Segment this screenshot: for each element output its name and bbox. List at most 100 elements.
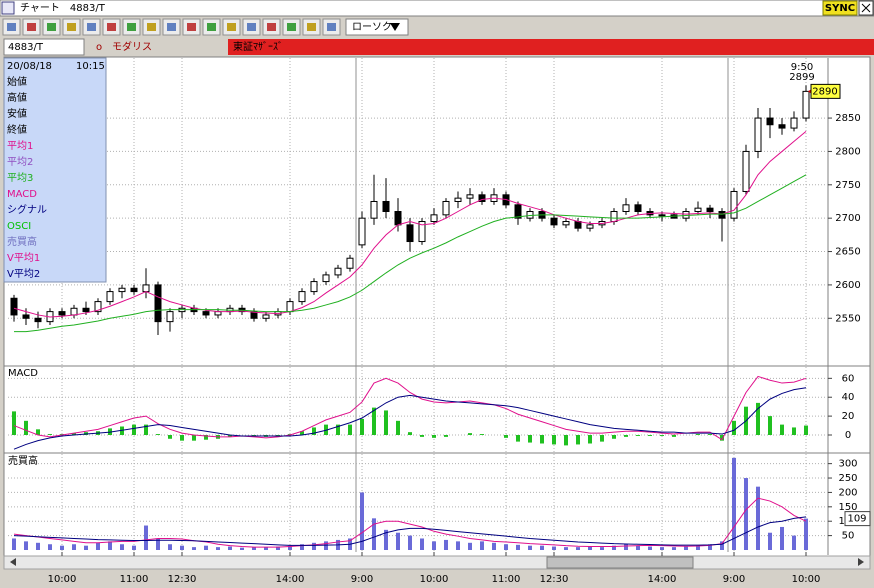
volume-bar bbox=[312, 542, 316, 550]
volume-bar bbox=[648, 546, 652, 550]
toolbar-icon[interactable] bbox=[47, 23, 56, 31]
volume-bar bbox=[708, 544, 712, 550]
x-tick-label: 9:00 bbox=[723, 574, 745, 585]
x-tick-label: 12:30 bbox=[168, 574, 197, 585]
osci-bar bbox=[36, 429, 40, 435]
osci-bar bbox=[768, 416, 772, 435]
osci-bar bbox=[348, 424, 352, 435]
volume-bar bbox=[48, 544, 52, 550]
osci-bar bbox=[516, 435, 520, 442]
panel-title: 売買高 bbox=[8, 454, 38, 467]
volume-bar bbox=[108, 541, 112, 550]
volume-bar bbox=[540, 545, 544, 550]
volume-bar bbox=[516, 544, 520, 550]
toolbar-icon[interactable] bbox=[207, 23, 216, 31]
osci-bar bbox=[228, 435, 232, 437]
x-tick-label: 12:30 bbox=[540, 574, 569, 585]
volume-bar bbox=[120, 544, 124, 550]
info-item: 始値 bbox=[7, 75, 27, 88]
y-tick-label: 2800 bbox=[835, 146, 860, 157]
candle-body bbox=[70, 307, 78, 316]
osci-bar bbox=[696, 434, 700, 435]
candle-body bbox=[454, 197, 462, 202]
stock-name: モダリス bbox=[112, 40, 152, 53]
candle-body bbox=[58, 311, 66, 316]
volume-bar bbox=[612, 545, 616, 550]
candle-body bbox=[514, 204, 522, 219]
candle-body bbox=[250, 311, 258, 319]
y-tick-label: 2600 bbox=[835, 280, 860, 291]
osci-bar bbox=[600, 435, 604, 442]
osci-bar bbox=[168, 435, 172, 439]
chart-style-label[interactable]: ローソク bbox=[352, 21, 392, 33]
x-tick-label: 9:00 bbox=[351, 574, 373, 585]
title-bar bbox=[0, 0, 874, 17]
volume-bar bbox=[528, 545, 532, 550]
osci-bar bbox=[156, 434, 160, 435]
close-icon[interactable] bbox=[861, 3, 871, 13]
toolbar-icon[interactable] bbox=[7, 23, 16, 31]
sync-label[interactable]: SYNC bbox=[825, 3, 855, 14]
y-tick-label: 50 bbox=[842, 531, 855, 542]
candle-body bbox=[34, 317, 42, 323]
toolbar-icon[interactable] bbox=[167, 23, 176, 31]
volume-bar bbox=[432, 541, 436, 550]
panel-title: MACD bbox=[8, 368, 38, 379]
toolbar-icon[interactable] bbox=[127, 23, 136, 31]
osci-bar bbox=[192, 435, 196, 441]
volume-bar bbox=[324, 541, 328, 550]
candle-body bbox=[406, 224, 414, 243]
candle-body bbox=[418, 221, 426, 243]
code-input[interactable] bbox=[3, 38, 85, 56]
candle-body bbox=[730, 190, 738, 219]
volume-bar bbox=[132, 545, 136, 550]
candle-body bbox=[442, 200, 450, 216]
volume-bar bbox=[360, 492, 364, 550]
volume-bar bbox=[756, 486, 760, 550]
volume-bar bbox=[552, 546, 556, 550]
toolbar-icon[interactable] bbox=[27, 23, 36, 31]
volume-bar bbox=[384, 529, 388, 550]
y-tick-label: 2550 bbox=[835, 313, 860, 324]
toolbar-icon[interactable] bbox=[227, 23, 236, 31]
candle-body bbox=[526, 211, 534, 219]
candle-body bbox=[802, 90, 810, 119]
toolbar-icon[interactable] bbox=[247, 23, 256, 31]
osci-bar bbox=[24, 420, 28, 435]
candle-body bbox=[334, 267, 342, 276]
window-icon bbox=[1, 1, 15, 15]
candle-body bbox=[154, 284, 162, 323]
osci-bar bbox=[564, 435, 568, 446]
candle-body bbox=[574, 221, 582, 229]
sync-button[interactable] bbox=[822, 0, 858, 16]
y-tick-label: 2750 bbox=[835, 180, 860, 191]
toolbar-icon[interactable] bbox=[287, 23, 296, 31]
series-line bbox=[13, 387, 807, 450]
x-tick-label: 11:00 bbox=[492, 574, 521, 585]
toolbar-icon[interactable] bbox=[327, 23, 336, 31]
toolbar-icon[interactable] bbox=[267, 23, 276, 31]
candle-body bbox=[706, 207, 714, 212]
toolbar-icon[interactable] bbox=[307, 23, 316, 31]
toolbar-icon[interactable] bbox=[87, 23, 96, 31]
x-tick-label: 10:00 bbox=[48, 574, 77, 585]
dropdown-arrow[interactable] bbox=[390, 23, 400, 31]
volume-bar bbox=[744, 478, 748, 550]
osci-bar bbox=[72, 433, 76, 435]
toolbar-icon[interactable] bbox=[147, 23, 156, 31]
y-tick-label: 2850 bbox=[835, 113, 860, 124]
code-text[interactable]: 4883/T bbox=[8, 42, 44, 53]
toolbar-icon[interactable] bbox=[107, 23, 116, 31]
volume-bar bbox=[84, 545, 88, 550]
toolbar-icon[interactable] bbox=[67, 23, 76, 31]
scrollbar[interactable] bbox=[3, 555, 871, 570]
osci-bar bbox=[672, 435, 676, 437]
candle-body bbox=[742, 150, 750, 192]
window-title: チャート 4883/T bbox=[20, 2, 106, 14]
volume-bar bbox=[696, 545, 700, 550]
volume-bar bbox=[228, 546, 232, 550]
info-item: V平均1 bbox=[7, 252, 40, 264]
scroll-thumb[interactable] bbox=[546, 556, 694, 569]
toolbar-icon[interactable] bbox=[187, 23, 196, 31]
